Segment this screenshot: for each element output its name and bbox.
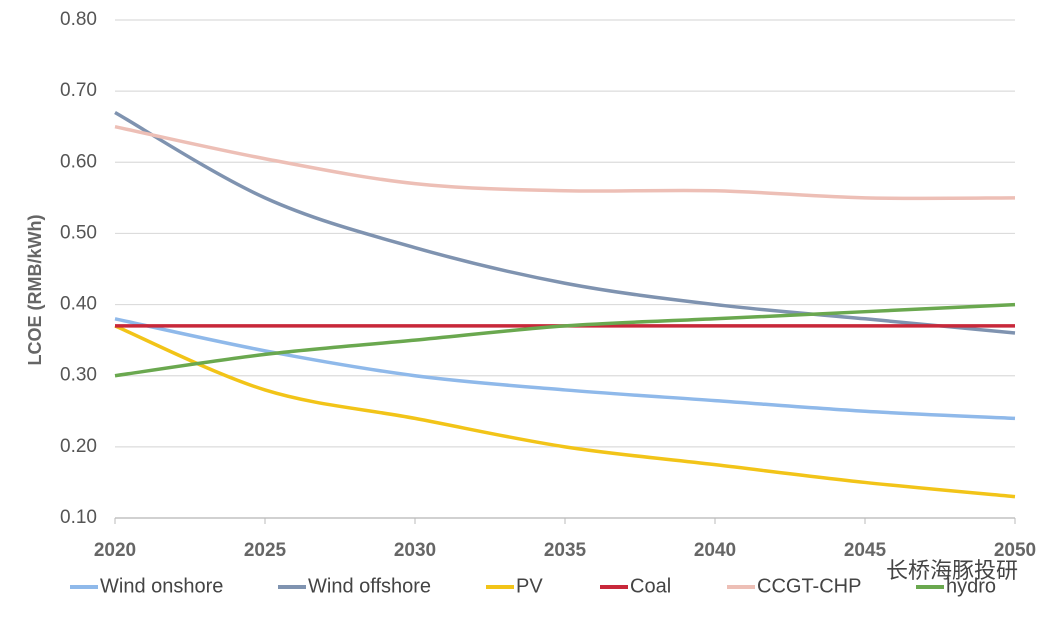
- legend-label: Wind offshore: [308, 575, 431, 597]
- y-tick-label: 0.20: [60, 436, 97, 457]
- legend-label: CCGT-CHP: [757, 575, 861, 597]
- x-tick-label: 2045: [844, 540, 887, 561]
- series-line: [114, 324, 1016, 499]
- series-line: [114, 302, 1016, 378]
- legend-label: Wind onshore: [100, 575, 223, 597]
- y-tick-label: 0.30: [60, 365, 97, 386]
- x-tick-label: 2025: [244, 540, 287, 561]
- y-tick-label: 0.80: [60, 9, 97, 30]
- x-tick-label: 2035: [544, 540, 587, 561]
- y-axis-label: LCOE (RMB/kWh): [25, 215, 45, 366]
- x-tick-label: 2030: [394, 540, 436, 561]
- series-line: [114, 125, 1016, 201]
- y-tick-label: 0.60: [60, 151, 97, 172]
- legend-label: PV: [516, 575, 543, 597]
- x-tick-label: 2020: [94, 540, 136, 561]
- watermark: 长桥海豚投研: [886, 558, 1018, 583]
- y-tick-label: 0.40: [60, 294, 97, 315]
- series-line: [114, 110, 1016, 335]
- y-tick-label: 0.50: [60, 222, 97, 243]
- x-tick-label: 2040: [694, 540, 736, 561]
- y-tick-label: 0.10: [60, 507, 97, 528]
- series-line: [114, 317, 1016, 421]
- y-tick-label: 0.70: [60, 80, 97, 101]
- x-tick-label: 2050: [994, 540, 1036, 561]
- legend-label: Coal: [630, 575, 671, 597]
- legend-label: hydro: [946, 575, 996, 597]
